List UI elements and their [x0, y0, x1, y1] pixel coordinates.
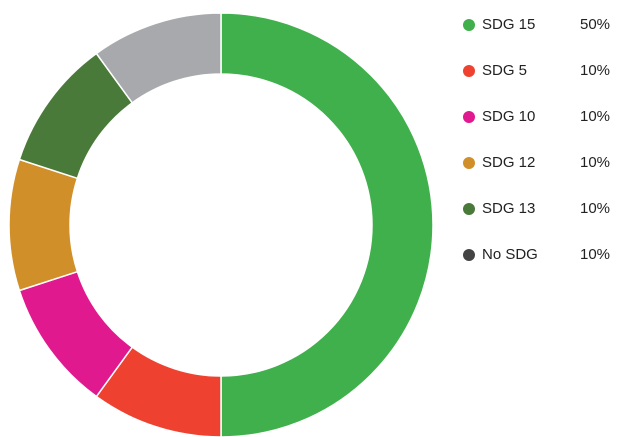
- legend-label: SDG 5: [482, 62, 527, 79]
- legend-label: SDG 13: [482, 200, 535, 217]
- value-label: 10%: [580, 62, 610, 79]
- legend-label: No SDG: [482, 246, 538, 263]
- legend-label: SDG 12: [482, 154, 535, 171]
- legend-label: SDG 15: [482, 16, 535, 33]
- value-label: 50%: [580, 16, 610, 33]
- value-label: 10%: [580, 246, 610, 263]
- legend-dot: [463, 203, 475, 215]
- legend-dot: [463, 111, 475, 123]
- donut-slice: [95, 12, 222, 104]
- donut-slice: [8, 158, 79, 292]
- legend-dot: [463, 65, 475, 77]
- legend-dot: [463, 19, 475, 31]
- value-label: 10%: [580, 108, 610, 125]
- value-label: 10%: [580, 200, 610, 217]
- legend-dot: [463, 157, 475, 169]
- donut-slice: [220, 12, 434, 437]
- legend-dot: [463, 249, 475, 261]
- value-label: 10%: [580, 154, 610, 171]
- legend-label: SDG 10: [482, 108, 535, 125]
